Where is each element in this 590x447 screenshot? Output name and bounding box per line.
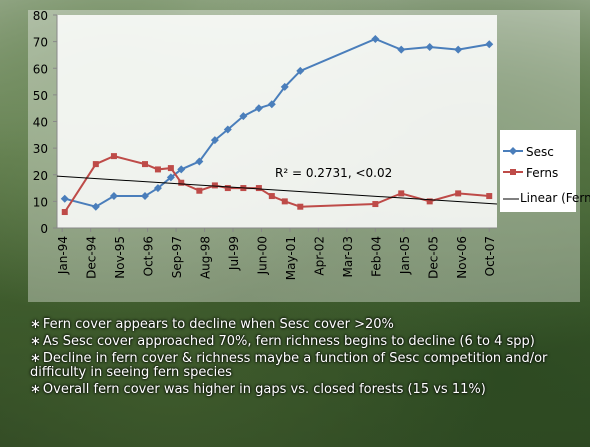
trendline bbox=[56, 175, 498, 205]
x-tick-label: Sep-97 bbox=[170, 236, 184, 278]
y-tick-label: 50 bbox=[33, 89, 48, 103]
marker bbox=[280, 82, 289, 91]
y-tick-label: 30 bbox=[33, 142, 48, 156]
marker bbox=[296, 66, 305, 75]
marker bbox=[166, 173, 175, 182]
marker bbox=[426, 198, 433, 205]
x-tick-label: Jul-99 bbox=[227, 236, 241, 271]
y-tick-label: 20 bbox=[33, 169, 48, 183]
x-tick-label: Jan-94 bbox=[56, 236, 70, 275]
y-tick-label: 0 bbox=[40, 222, 48, 236]
marker bbox=[268, 193, 275, 200]
marker bbox=[267, 100, 276, 109]
marker bbox=[486, 193, 493, 200]
x-tick-label: Jun-00 bbox=[255, 236, 269, 275]
marker bbox=[281, 198, 288, 205]
marker bbox=[398, 190, 405, 197]
bullet: As Sesc cover approached 70%, fern richn… bbox=[30, 335, 580, 349]
marker bbox=[110, 153, 117, 160]
marker bbox=[141, 192, 149, 201]
marker bbox=[224, 185, 231, 192]
marker bbox=[92, 161, 99, 168]
x-tick-label: Jan-05 bbox=[398, 236, 412, 275]
marker bbox=[372, 201, 379, 208]
marker bbox=[195, 157, 204, 166]
x-tick-label: Oct-96 bbox=[142, 236, 156, 276]
marker bbox=[454, 45, 463, 54]
y-tick-label: 60 bbox=[33, 62, 48, 76]
marker bbox=[178, 179, 185, 186]
marker bbox=[109, 192, 118, 201]
x-tick-label: Aug-98 bbox=[199, 236, 213, 279]
marker bbox=[397, 45, 406, 54]
marker bbox=[223, 125, 232, 134]
marker bbox=[210, 136, 219, 145]
legend-marker bbox=[509, 147, 517, 155]
x-tick-label: Apr-02 bbox=[312, 236, 326, 276]
x-tick-label: Nov-95 bbox=[113, 236, 127, 279]
x-tick-label: Mar-03 bbox=[341, 236, 355, 277]
marker bbox=[142, 161, 148, 168]
annotation: R² = 0.2731, <0.02 bbox=[275, 166, 392, 180]
y-tick-label: 70 bbox=[33, 36, 48, 50]
x-tick-label: Oct-07 bbox=[483, 236, 497, 276]
marker bbox=[455, 190, 462, 197]
marker bbox=[485, 40, 494, 49]
bullet: Overall fern cover was higher in gaps vs… bbox=[30, 383, 580, 397]
y-tick-label: 40 bbox=[33, 116, 48, 130]
plot-area bbox=[57, 15, 497, 228]
marker bbox=[60, 194, 69, 203]
x-tick-label: Feb-04 bbox=[369, 236, 383, 277]
marker bbox=[255, 185, 262, 192]
marker bbox=[425, 42, 434, 51]
marker bbox=[61, 209, 68, 216]
legend-label: Sesc bbox=[526, 145, 554, 159]
legend-marker bbox=[510, 169, 516, 175]
bullet: Fern cover appears to decline when Sesc … bbox=[30, 318, 580, 332]
legend-label: Linear (Ferns) bbox=[520, 191, 590, 205]
marker bbox=[177, 165, 186, 174]
marker bbox=[167, 165, 174, 172]
marker bbox=[254, 104, 263, 113]
bullet-list: Fern cover appears to decline when Sesc … bbox=[30, 318, 580, 400]
marker bbox=[91, 202, 100, 211]
marker bbox=[153, 184, 162, 193]
x-tick-label: May-01 bbox=[284, 236, 298, 280]
marker bbox=[196, 187, 203, 194]
x-tick-label: Dec-05 bbox=[426, 236, 440, 279]
marker bbox=[297, 203, 304, 210]
marker bbox=[154, 166, 161, 173]
x-tick-label: Nov-06 bbox=[455, 236, 469, 279]
y-tick-label: 10 bbox=[33, 195, 48, 209]
marker bbox=[239, 112, 248, 121]
x-tick-label: Dec-94 bbox=[85, 236, 99, 279]
bullet: Decline in fern cover & richness maybe a… bbox=[30, 352, 580, 380]
legend-label: Ferns bbox=[526, 166, 558, 180]
marker bbox=[211, 182, 218, 189]
marker bbox=[371, 34, 380, 43]
y-tick-label: 80 bbox=[33, 9, 48, 23]
